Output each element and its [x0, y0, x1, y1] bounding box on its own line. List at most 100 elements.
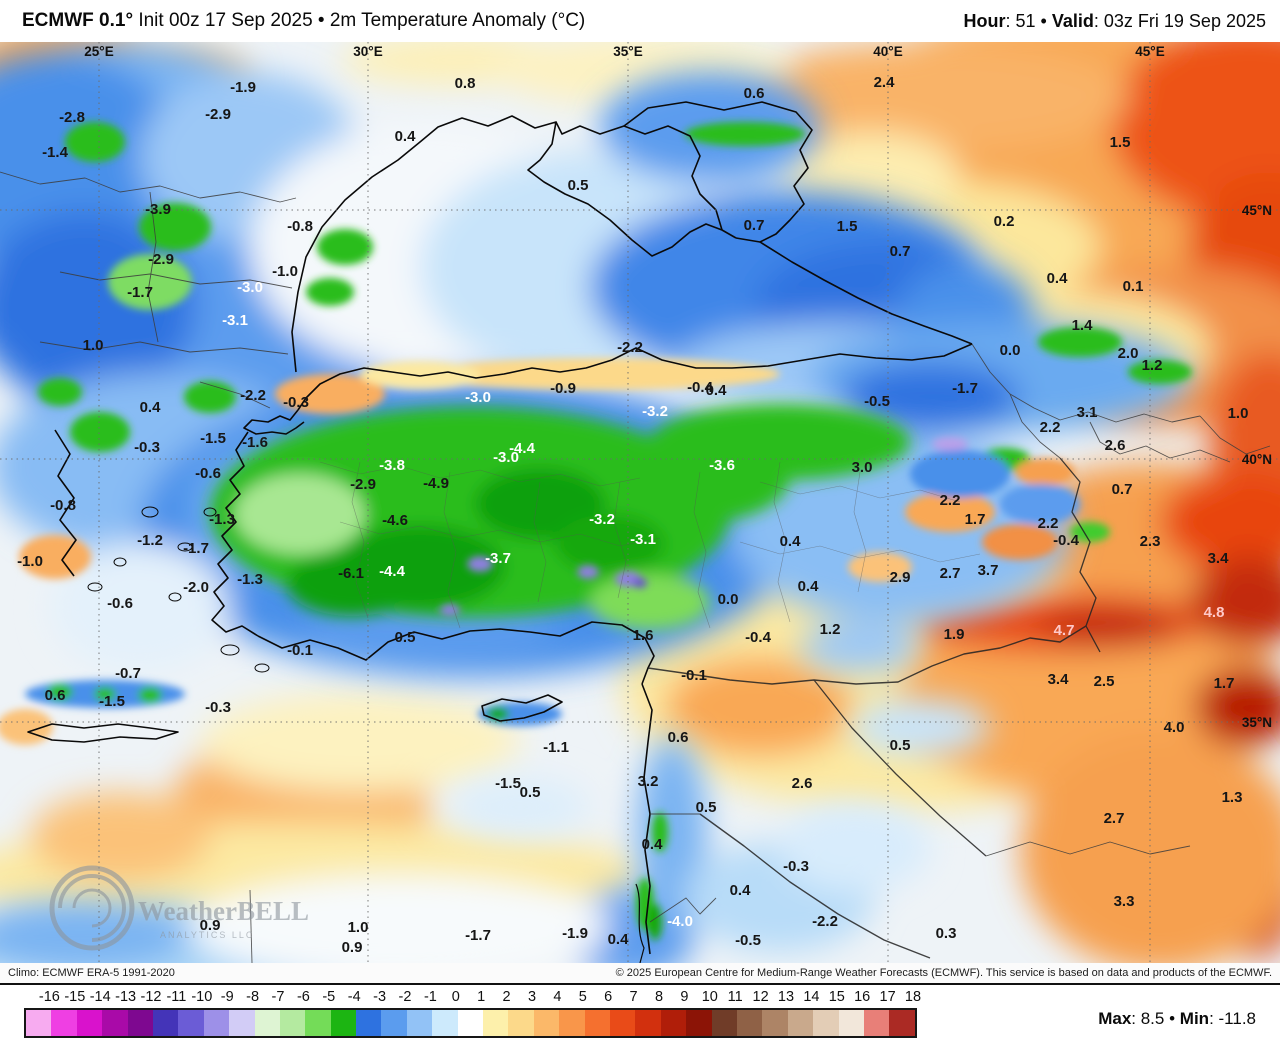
anomaly-value: -3.0: [493, 449, 519, 466]
anomaly-value: -1.2: [137, 532, 163, 549]
anomaly-value: -6.1: [338, 565, 364, 582]
anomaly-value: 0.4: [706, 382, 728, 399]
legend-tick: -9: [220, 989, 234, 1005]
anomaly-value: 1.5: [1110, 134, 1131, 151]
anomaly-value: -3.9: [145, 201, 171, 218]
anomaly-value: -4.6: [382, 512, 408, 529]
anomaly-value: -1.7: [183, 540, 209, 557]
anomaly-value: -0.4: [687, 379, 714, 396]
anomaly-value: -1.7: [952, 380, 978, 397]
legend-tick: 3: [527, 989, 537, 1005]
hour-value: : 51: [1005, 10, 1041, 31]
legend-color-segment: [483, 1010, 509, 1036]
anomaly-value: 3.7: [978, 562, 999, 579]
anomaly-value: -1.4: [42, 144, 69, 161]
legend-color-segment: [635, 1010, 661, 1036]
color-scale-legend: -16 -15 -14 -13 -12 -11 -10 -9 -8 -7 -6 -5 -4 -3 -2 -1 0…: [0, 985, 1280, 1051]
legend-tick: 2: [502, 989, 511, 1005]
anomaly-value: 0.4: [798, 578, 820, 595]
anomaly-value: -0.5: [864, 393, 890, 410]
legend-color-segment: [457, 1010, 484, 1036]
legend-color-segment: [508, 1010, 534, 1036]
anomaly-value: 0.6: [45, 687, 66, 704]
product-subtitle: Init 00z 17 Sep 2025 • 2m Temperature An…: [133, 10, 586, 31]
anomaly-value: -1.1: [543, 739, 569, 756]
anomaly-map: 25°E 30°E 35°E 40°E 45°E 45°N 40°N 35°N -1.9 0.8…: [0, 42, 1280, 963]
legend-color-segment: [26, 1010, 52, 1036]
anomaly-value: -0.3: [283, 394, 309, 411]
anomaly-value: 0.7: [890, 243, 911, 260]
legend-color-segment: [51, 1010, 77, 1036]
product-name: ECMWF 0.1°: [22, 10, 134, 31]
anomaly-value: 4.8: [1204, 604, 1225, 621]
legend-color-segment: [736, 1010, 763, 1036]
anomaly-value: 3.3: [1114, 893, 1135, 910]
anomaly-value: 0.0: [1000, 342, 1021, 359]
legend-color-segment: [762, 1010, 788, 1036]
legend-tick: -15: [64, 989, 86, 1005]
anomaly-value: 2.5: [1094, 673, 1115, 690]
anomaly-value: -1.9: [230, 79, 256, 96]
hour-label: Hour: [963, 10, 1006, 31]
legend-color-segment: [432, 1010, 458, 1036]
anomaly-value: 4.7: [1054, 622, 1075, 639]
anomaly-value: -0.5: [735, 932, 761, 949]
anomaly-value: -0.3: [134, 439, 160, 456]
legend-color-segment: [711, 1010, 737, 1036]
legend-tick: -16: [38, 989, 60, 1005]
legend-tick: 12: [752, 989, 769, 1005]
max-min-readout: Max: 8.5 • Min: -11.8: [1098, 1009, 1256, 1029]
lon-label: 35°E: [613, 44, 642, 59]
anomaly-value: 0.7: [744, 217, 765, 234]
anomaly-value: -4.0: [667, 913, 693, 930]
legend-color-segment: [406, 1010, 433, 1036]
anomaly-value: -3.0: [237, 279, 263, 296]
anomaly-value: 2.3: [1140, 533, 1161, 550]
legend-color-segment: [102, 1010, 128, 1036]
legend-tick: -14: [89, 989, 111, 1005]
anomaly-value: 0.4: [730, 882, 752, 899]
anomaly-value-labels: -1.9 0.8 -2.8 -2.9 -1.4 0.4 0.5 -0.8 -3.9 -2.9 -1.…: [17, 74, 1248, 956]
anomaly-value: 1.9: [944, 626, 965, 643]
anomaly-value: 2.0: [1118, 345, 1139, 362]
legend-color-segment: [559, 1010, 585, 1036]
anomaly-value: 0.4: [395, 128, 417, 145]
legend-tick: -10: [191, 989, 213, 1005]
legend-tick: 9: [680, 989, 689, 1005]
anomaly-value: -1.3: [209, 511, 235, 528]
detail-anomaly-spots: [0, 122, 1192, 940]
legend-tick: -13: [115, 989, 137, 1005]
legend-tick: -5: [322, 989, 336, 1005]
anomaly-value: 2.6: [1105, 437, 1126, 454]
legend-tick: 7: [629, 989, 638, 1005]
min-value: : -11.8: [1209, 1009, 1256, 1028]
anomaly-value: 0.5: [696, 799, 717, 816]
max-value: : 8.5: [1131, 1009, 1170, 1028]
anomaly-value: -1.5: [99, 693, 125, 710]
anomaly-value: -2.9: [148, 251, 174, 268]
anomaly-value: -4.4: [509, 440, 536, 457]
legend-color-segment: [127, 1010, 153, 1036]
anomaly-value: -2.2: [240, 387, 266, 404]
legend-tick: -11: [166, 989, 187, 1005]
legend-tick: -3: [373, 989, 387, 1005]
legend-color-segment: [152, 1010, 179, 1036]
max-label: Max: [1098, 1009, 1132, 1028]
legend-tick: -8: [246, 989, 260, 1005]
anomaly-value: 1.2: [1142, 357, 1163, 374]
coastlines: [27, 101, 973, 963]
copyright-note: © 2025 European Centre for Medium-Range …: [615, 967, 1272, 979]
anomaly-value: 2.2: [1038, 515, 1059, 532]
lat-label: 35°N: [1242, 715, 1272, 730]
anomaly-value: 0.4: [608, 931, 630, 948]
anomaly-value: 0.6: [668, 729, 689, 746]
anomaly-value: 3.0: [852, 459, 873, 476]
anomaly-value: -4.9: [423, 475, 449, 492]
anomaly-value: 1.2: [820, 621, 841, 638]
anomaly-value: -3.0: [465, 389, 491, 406]
anomaly-value: 1.4: [1072, 317, 1094, 334]
anomaly-value: 0.5: [568, 177, 589, 194]
province-boundaries: [319, 461, 981, 629]
anomaly-value: -3.1: [630, 531, 656, 548]
anomaly-value: 0.4: [140, 399, 162, 416]
